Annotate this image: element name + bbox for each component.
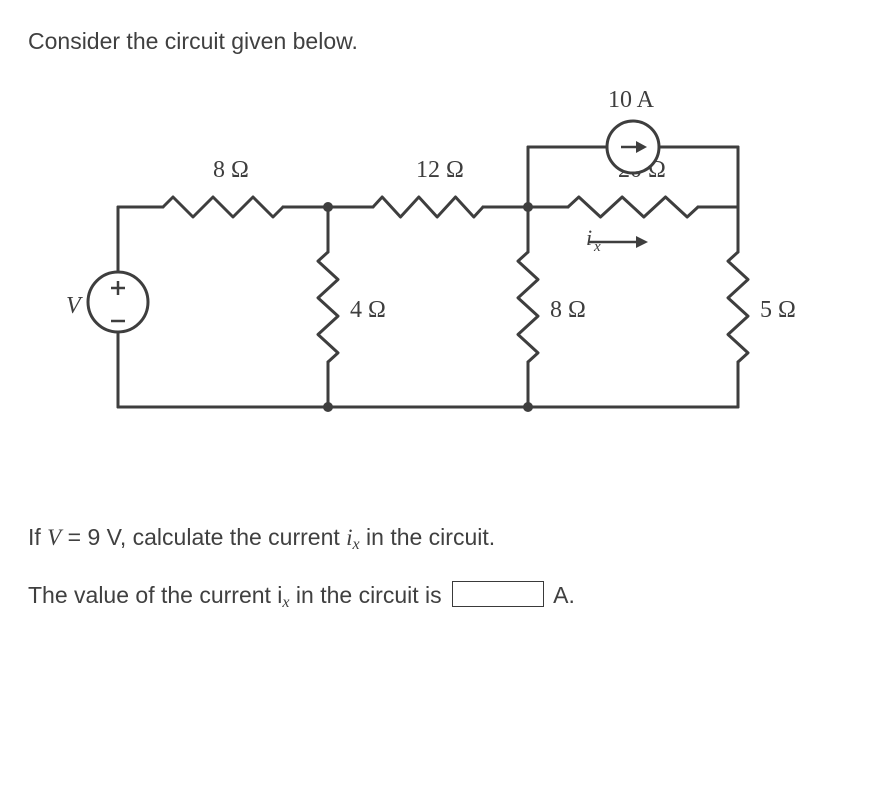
circuit-svg: 8 Ω12 Ω20 Ω4 Ω8 Ω5 ΩV10 Aix <box>28 87 808 467</box>
svg-text:8 Ω: 8 Ω <box>213 157 249 183</box>
ix-sub-2: x <box>282 594 289 611</box>
answer-input[interactable] <box>452 581 544 607</box>
answer-text-b: in the circuit is <box>290 582 449 608</box>
prompt-text: Consider the circuit given below. <box>28 24 842 59</box>
answer-unit: A. <box>553 582 575 608</box>
svg-text:5 Ω: 5 Ω <box>760 297 796 323</box>
svg-text:i: i <box>586 225 592 250</box>
svg-text:x: x <box>593 239 601 255</box>
question-text-a: If V = 9 V, calculate the current ix in … <box>28 524 495 550</box>
ix-sub: x <box>353 536 360 553</box>
answer-line: The value of the current ix in the circu… <box>28 575 842 618</box>
svg-text:4 Ω: 4 Ω <box>350 297 386 323</box>
svg-text:10 A: 10 A <box>608 87 655 113</box>
svg-text:8 Ω: 8 Ω <box>550 297 586 323</box>
svg-text:12 Ω: 12 Ω <box>416 157 464 183</box>
question-text-tail: in the circuit. <box>360 524 496 550</box>
svg-text:V: V <box>66 293 83 319</box>
answer-text-a: The value of the current i <box>28 582 282 608</box>
circuit-diagram: 8 Ω12 Ω20 Ω4 Ω8 Ω5 ΩV10 Aix <box>28 87 842 467</box>
question-line: If V = 9 V, calculate the current ix in … <box>28 517 842 560</box>
